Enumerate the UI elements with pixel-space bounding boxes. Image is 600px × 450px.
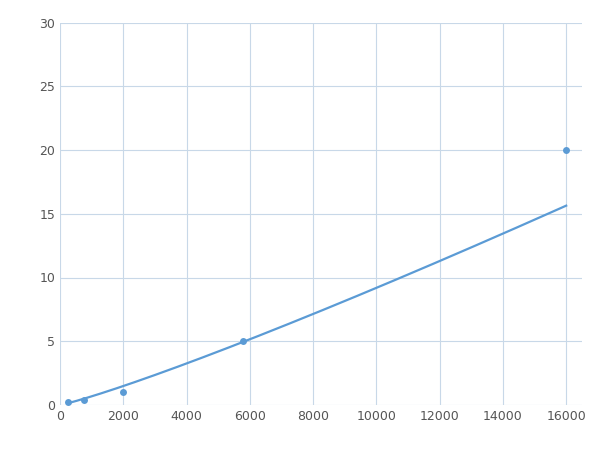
Point: [63, 399, 73, 406]
Point: [239, 338, 248, 345]
Point: [79, 396, 89, 404]
Point: [562, 146, 571, 153]
Point: [118, 389, 128, 396]
